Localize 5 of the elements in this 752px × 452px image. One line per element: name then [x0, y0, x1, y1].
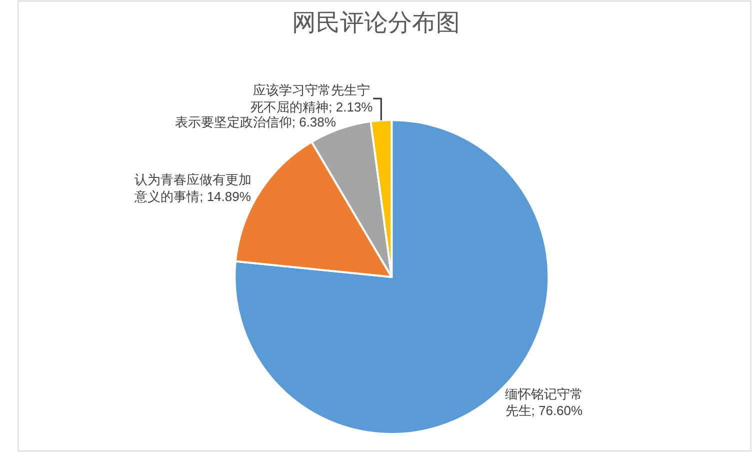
slice-label: 表示要坚定政治信仰; 6.38% — [174, 114, 336, 130]
slice-label: 缅怀铭记守常先生; 76.60% — [504, 386, 584, 418]
chart-title: 网民评论分布图 — [292, 9, 460, 36]
slice-label: 认为青春应做有更加意义的事情; 14.89% — [134, 172, 252, 204]
slice-label: 应该学习守常先生宁死不屈的精神; 2.13% — [250, 82, 374, 114]
